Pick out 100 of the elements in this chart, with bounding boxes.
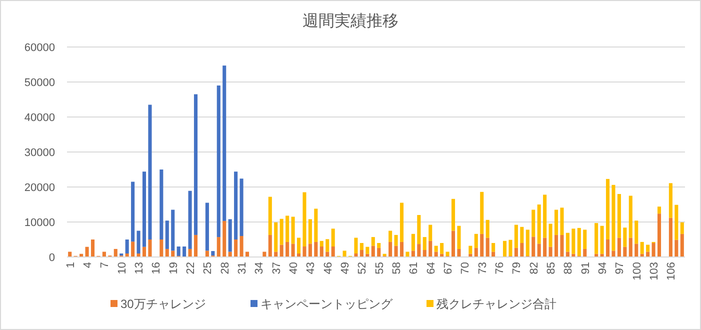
bar — [640, 242, 644, 254]
bar — [486, 238, 490, 257]
bar — [480, 234, 484, 257]
x-tick-label: 88 — [562, 262, 575, 274]
x-tick-label: 13 — [134, 262, 146, 274]
bar — [537, 204, 541, 244]
bar — [222, 66, 226, 221]
bar — [171, 250, 175, 257]
bar — [554, 234, 558, 257]
bar — [331, 246, 335, 257]
bar — [142, 172, 146, 247]
x-tick-label: 82 — [528, 262, 540, 274]
bar — [136, 230, 140, 254]
bar — [657, 206, 662, 214]
bar — [680, 234, 684, 257]
bar — [492, 243, 496, 252]
y-tick-label: 40000 — [24, 112, 55, 124]
bar — [142, 246, 146, 257]
bar — [286, 242, 290, 257]
bar — [680, 222, 684, 234]
bar — [194, 94, 198, 235]
bar — [628, 196, 632, 238]
bar — [320, 240, 324, 246]
x-tick-label: 73 — [476, 262, 489, 274]
x-tick-label: 58 — [391, 262, 404, 274]
bar — [468, 246, 472, 254]
bar — [291, 244, 295, 257]
bar — [302, 192, 306, 246]
x-tick-label: 91 — [580, 262, 592, 274]
x-tick-label: 97 — [614, 262, 626, 274]
bar — [583, 230, 587, 249]
bar — [388, 242, 392, 257]
bar — [560, 234, 564, 257]
bar — [572, 228, 576, 254]
bar — [612, 184, 616, 251]
bar — [652, 243, 656, 257]
bar — [532, 210, 536, 237]
bar — [394, 234, 398, 246]
bar — [320, 246, 324, 257]
bar — [623, 228, 627, 247]
x-tick-label: 61 — [408, 262, 420, 274]
bar — [228, 219, 232, 252]
x-tick-label: 43 — [305, 262, 318, 274]
bar — [583, 248, 587, 257]
bar — [628, 238, 632, 257]
bar — [314, 208, 318, 242]
x-tick-label: 34 — [254, 262, 266, 274]
bar — [668, 218, 672, 257]
bar — [417, 244, 421, 257]
bar — [291, 216, 295, 244]
bar — [188, 248, 192, 257]
y-tick-label: 60000 — [24, 42, 55, 54]
bar — [606, 240, 610, 257]
bar — [617, 194, 621, 238]
bar — [205, 202, 209, 251]
bar — [194, 234, 198, 257]
legend-label: 残クレチャレンジ合計 — [436, 297, 556, 311]
bar — [674, 204, 678, 240]
x-tick-label: 70 — [460, 262, 472, 274]
bar — [331, 228, 335, 246]
x-tick-label: 67 — [442, 262, 455, 274]
x-tick-label: 103 — [648, 262, 661, 280]
chart-title: 週間実績推移 — [302, 12, 398, 30]
legend-label: キャンペーントッピング — [260, 297, 394, 311]
bar — [176, 246, 180, 256]
bar — [131, 182, 135, 242]
bar — [554, 210, 558, 235]
bar — [480, 192, 484, 234]
y-tick-label: 0 — [48, 252, 55, 264]
bar — [216, 237, 220, 257]
bar — [165, 248, 169, 257]
x-tick-label: 85 — [546, 262, 558, 274]
bar — [125, 240, 129, 254]
x-tick-label: 106 — [666, 262, 678, 280]
x-tick-label: 1 — [64, 262, 77, 268]
bar — [366, 246, 370, 254]
bar — [577, 228, 581, 256]
bar — [520, 226, 524, 243]
bar — [240, 178, 244, 236]
bar — [234, 240, 238, 257]
bar — [457, 226, 461, 249]
bar — [205, 250, 209, 257]
bar — [85, 246, 89, 257]
bar — [308, 219, 312, 244]
bar — [160, 170, 164, 240]
bar — [612, 250, 616, 257]
bar — [216, 86, 220, 238]
x-tick-label: 100 — [631, 262, 644, 280]
bar — [400, 202, 404, 242]
bar — [617, 238, 621, 257]
bar — [526, 230, 530, 256]
bar — [114, 248, 118, 257]
bar — [537, 244, 541, 257]
bar — [623, 246, 627, 257]
bar — [634, 244, 638, 257]
bar — [548, 224, 552, 247]
y-tick-label: 50000 — [24, 77, 55, 89]
bar — [188, 190, 192, 249]
bar — [342, 250, 346, 257]
y-tick-label: 30000 — [24, 147, 55, 159]
